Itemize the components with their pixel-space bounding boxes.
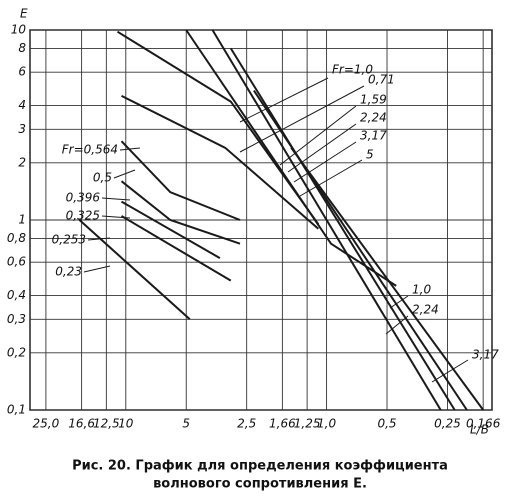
x-axis-label: L/B [470,423,489,437]
curve [120,140,241,221]
y-tick-label: 0,4 [7,288,26,302]
curve [116,30,320,225]
x-tick-label: 1,25 [294,417,321,431]
curve [78,219,191,321]
series-label: 0,325 [66,209,100,223]
x-tick-label: 0,166 [466,417,501,431]
leader-line [239,77,329,123]
y-tick-label: 0,8 [7,231,26,245]
y-tick-label: 8 [18,41,26,55]
leader-line [113,169,136,179]
leader-line [279,105,357,166]
curve [211,29,442,411]
y-tick-label: 0,2 [7,345,26,359]
curve [290,147,485,411]
y-tick-label: 2 [18,155,26,169]
x-tick-label: 10 [118,417,134,431]
y-tick-label: 1 [18,213,26,227]
curve [253,90,468,411]
leader-line [101,215,131,219]
curve [120,215,232,282]
leader-line [293,141,357,183]
leader-line [389,295,409,309]
leader-line [119,147,141,151]
annotation: 1,0 [412,283,431,297]
y-tick-label: 3 [18,122,26,136]
leader-line [101,197,131,201]
annotation: 2,24 [412,303,439,317]
leader-line [239,85,365,153]
x-tick-label: 16,6 [68,417,95,431]
curve [121,200,221,259]
series-label: 3,17 [360,129,387,143]
y-tick-label: 4 [18,98,26,112]
x-tick-label: 2,5 [237,417,256,431]
leader-line [287,123,357,173]
series-label: Fr=1,0 [332,63,373,77]
curve [229,47,456,411]
series-label: 0,253 [52,233,86,247]
x-tick-label: 0,25 [434,417,461,431]
y-axis-label: E [20,7,28,21]
x-tick-label: 25,0 [33,417,60,431]
x-tick-label: 5 [182,417,190,431]
curve [120,180,241,245]
leader-line [299,159,363,197]
y-tick-label: 0,3 [7,312,26,326]
caption: Рис. 20. График для определения коэффици… [72,459,448,474]
x-tick-label: 1,0 [317,417,336,431]
leader-line [83,265,111,273]
caption: волнового сопротивления Е. [153,477,367,492]
series-label: Fr=0,564 [62,143,118,157]
annotation: 3,17 [472,348,499,362]
leader-line [385,315,409,335]
series-label: 2,24 [360,111,387,125]
series-label: 0,71 [368,73,395,87]
series-label: 1,59 [360,93,387,107]
series-label: 0,5 [93,171,112,185]
x-tick-label: 1,66 [269,417,296,431]
series-label: 5 [366,148,374,162]
y-tick-label: 6 [18,65,26,79]
y-tick-label: 0,1 [7,403,26,417]
leader-line [87,237,111,241]
x-tick-label: 0,5 [377,417,396,431]
leader-line [431,359,469,383]
curve [121,95,319,230]
x-tick-label: 12,5 [93,417,120,431]
y-tick-label: 0,6 [7,255,26,269]
series-label: 0,396 [66,191,101,205]
y-tick-label: 10 [11,23,27,37]
series-label: 0,23 [55,265,82,279]
